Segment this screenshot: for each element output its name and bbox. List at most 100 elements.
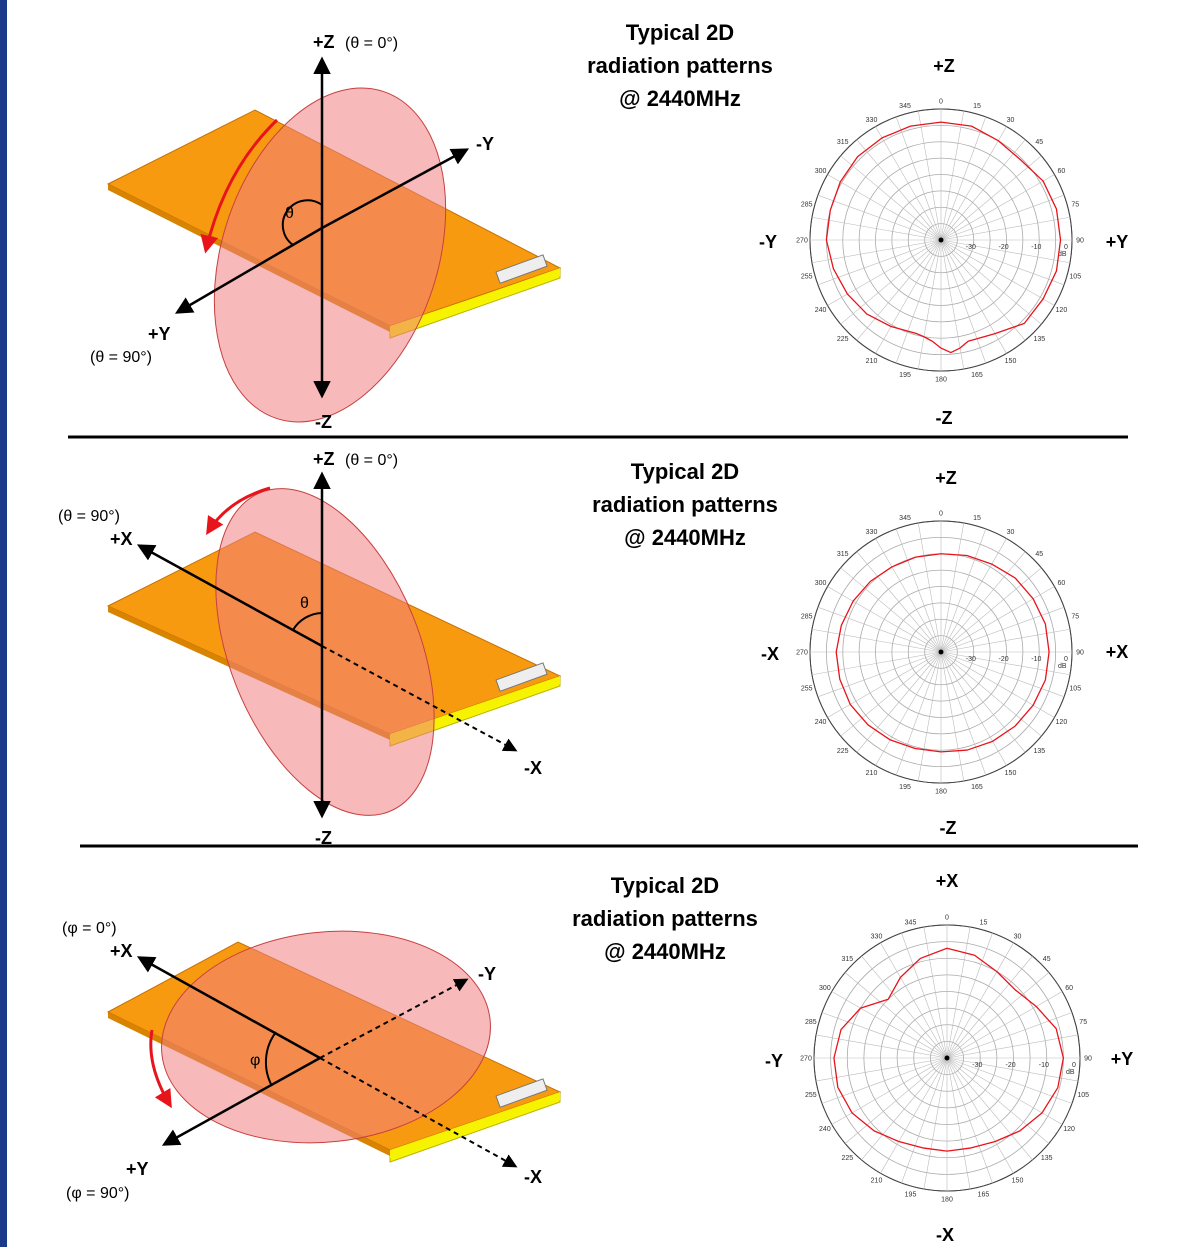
panel-2-diagram: +Z (θ = 0°) -Z +X (θ = 90°) -X θ: [58, 449, 562, 848]
polar-angle-tick: 315: [837, 139, 849, 146]
label-right-up-axis: -Y: [478, 964, 496, 984]
polar-spoke: [946, 932, 993, 1059]
phi-arc: [264, 1031, 277, 1087]
polar-angle-tick: 270: [796, 238, 808, 245]
polar-spoke: [946, 1057, 1063, 1125]
polar-spoke: [923, 926, 948, 1059]
polar-angle-tick: 105: [1069, 685, 1081, 692]
y-axis-front: [174, 226, 323, 314]
polar-spoke: [831, 1057, 948, 1125]
polar-label-left: -X: [761, 644, 779, 664]
theta-arc: [292, 612, 323, 631]
polar-label-left: -Y: [759, 232, 777, 252]
label-back-angle: (φ = 0°): [62, 920, 117, 937]
polar-angle-tick: 330: [866, 117, 878, 124]
label-front-angle: (φ = 90°): [66, 1185, 129, 1202]
polar-spoke: [940, 239, 1071, 264]
polar-spoke: [940, 239, 1065, 286]
polar-spoke: [946, 1034, 1079, 1059]
y-axis-back: [321, 148, 470, 230]
polar-label-bottom: -X: [936, 1225, 954, 1245]
label-sweep-angle: θ: [300, 595, 309, 612]
polar-spoke: [940, 239, 1055, 306]
polar-angle-tick: 150: [1005, 770, 1017, 777]
polar-angle-tick: 15: [973, 103, 981, 110]
polar-spoke: [946, 1057, 1050, 1144]
title-line-1: Typical 2D: [631, 459, 739, 484]
polar-series-line: [833, 947, 1065, 1152]
polar-angle-tick: 30: [1007, 529, 1015, 536]
polar-angle-tick: 225: [841, 1155, 853, 1162]
polar-center: [938, 649, 944, 655]
polar-spoke: [940, 126, 1007, 241]
polar-angle-tick: 60: [1057, 580, 1065, 587]
label-sweep-angle: φ: [250, 1052, 260, 1069]
polar-angle-tick: 255: [805, 1092, 817, 1099]
polar-angle-tick: 30: [1014, 933, 1022, 940]
panel-1-title: Typical 2D radiation patterns @ 2440MHz: [587, 20, 773, 111]
polar-spoke: [940, 651, 965, 782]
polar-spoke: [940, 174, 1055, 241]
polar-spoke: [840, 239, 942, 325]
polar-angle-tick: 195: [899, 784, 911, 791]
board-yellow-strip: [390, 268, 560, 334]
polar-angle-tick: 135: [1033, 748, 1045, 755]
panel-1-diagram: +Z (θ = 0°) -Z -Y +Y (θ = 90°) θ: [90, 32, 562, 432]
polar-spoke: [861, 955, 948, 1059]
polar-angle-tick: 240: [815, 307, 827, 314]
polar-angle-tick: 240: [819, 1126, 831, 1133]
label-back-angle: (θ = 90°): [58, 508, 120, 525]
polar-spoke: [856, 651, 942, 753]
polar-angle-tick: 270: [796, 650, 808, 657]
polar-spoke: [946, 1057, 993, 1184]
polar-angle-tick: 285: [801, 614, 813, 621]
polar-spoke: [917, 522, 942, 653]
polar-spoke: [946, 1057, 971, 1190]
polar-angle-tick: 195: [899, 372, 911, 379]
polar-spoke: [895, 651, 942, 776]
polar-angle-tick: 225: [837, 336, 849, 343]
polar-spoke: [880, 942, 948, 1059]
polar-spoke: [946, 1057, 1073, 1104]
radiation-plane: [161, 930, 491, 1144]
polar-spoke: [895, 528, 942, 653]
polar-angle-tick: 105: [1077, 1092, 1089, 1099]
polar-angle-tick: 330: [871, 933, 883, 940]
polar-spoke: [880, 1057, 948, 1174]
polar-spoke: [946, 1057, 1033, 1161]
polar-angle-tick: 15: [973, 515, 981, 522]
polar-angle-tick: 240: [815, 719, 827, 726]
polar-radial-tick: -30: [966, 244, 976, 251]
panel-2-title: Typical 2D radiation patterns @ 2440MHz: [592, 459, 778, 550]
polar-spoke: [940, 216, 1071, 241]
title-line-3: @ 2440MHz: [619, 86, 741, 111]
polar-angle-tick: 315: [841, 956, 853, 963]
polar-angle-tick: 120: [1056, 719, 1068, 726]
polar-angle-tick: 120: [1056, 307, 1068, 314]
polar-spoke: [821, 1012, 948, 1059]
title-line-1: Typical 2D: [611, 873, 719, 898]
polar-angle-tick: 75: [1071, 614, 1079, 621]
polar-angle-tick: 150: [1005, 358, 1017, 365]
polar-radial-tick: 0: [1072, 1062, 1076, 1069]
polar-label-right: +X: [1106, 642, 1129, 662]
polar-angle-tick: 165: [971, 372, 983, 379]
polar-spoke: [856, 239, 942, 341]
polar-angle-tick: 0: [939, 99, 943, 106]
polar-angle-tick: 300: [815, 168, 827, 175]
polar-spoke: [856, 139, 942, 241]
polar-radial-tick: -30: [972, 1062, 982, 1069]
polar-angle-tick: 135: [1041, 1155, 1053, 1162]
polar-angle-tick: 45: [1035, 139, 1043, 146]
polar-radial-tick: -10: [1031, 656, 1041, 663]
polar-spoke: [946, 972, 1050, 1059]
polar-angle-tick: 270: [800, 1056, 812, 1063]
polar-angle-tick: 300: [819, 985, 831, 992]
polar-spoke: [875, 239, 942, 354]
polar-spoke: [895, 239, 942, 364]
panel-3-title: Typical 2D radiation patterns @ 2440MHz: [572, 873, 758, 964]
polar-spoke: [811, 239, 942, 264]
polar-series-line: [835, 553, 1050, 753]
label-back-axis: -Y: [476, 134, 494, 154]
